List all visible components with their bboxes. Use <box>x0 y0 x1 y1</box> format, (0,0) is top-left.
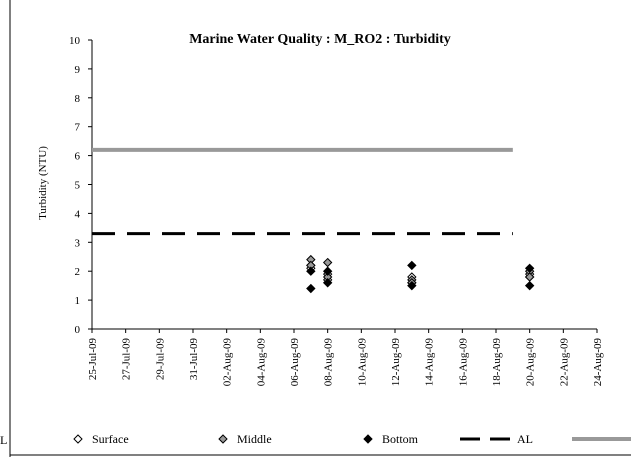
chart-title: Marine Water Quality : M_RO2 : Turbidity <box>189 32 451 47</box>
reference-lines <box>92 147 513 236</box>
legend: L Surface Middle Bottom AL <box>0 432 631 447</box>
y-tick-label: 4 <box>75 208 81 220</box>
y-tick-label: 10 <box>69 35 81 47</box>
data-point-middle <box>322 257 333 268</box>
legend-marker-surface <box>73 434 83 444</box>
y-tick-label: 7 <box>75 122 81 134</box>
legend-label-al: AL <box>517 432 533 446</box>
y-axis: 0 1 2 3 4 5 6 7 8 9 10 <box>69 35 93 336</box>
data-point-bottom <box>407 260 417 271</box>
x-tick-label: 20-Aug-09 <box>525 338 537 387</box>
y-tick-label: 3 <box>75 237 81 249</box>
x-tick-label: 18-Aug-09 <box>491 338 503 387</box>
x-tick-label: 12-Aug-09 <box>390 338 402 387</box>
legend-marker-middle <box>218 434 228 444</box>
y-axis-label: Turbidity (NTU) <box>37 146 49 220</box>
x-tick-label: 24-Aug-09 <box>592 338 604 387</box>
data-point-bottom <box>306 266 316 276</box>
data-point-bottom <box>524 280 535 291</box>
x-tick-label: 04-Aug-09 <box>255 338 267 387</box>
y-tick-label: 0 <box>75 324 81 336</box>
x-tick-label: 29-Jul-09 <box>154 338 166 381</box>
y-tick-label: 9 <box>75 64 81 76</box>
legend-label-middle: Middle <box>237 432 272 446</box>
x-tick-label: 02-Aug-09 <box>222 338 234 387</box>
y-tick-label: 1 <box>75 295 81 307</box>
x-tick-label: 22-Aug-09 <box>558 338 570 387</box>
x-tick-label: 10-Aug-09 <box>356 338 368 387</box>
left-edge-fragment: L <box>0 433 7 447</box>
data-point-bottom <box>407 280 417 291</box>
legend-label-surface: Surface <box>92 432 129 446</box>
data-points <box>306 254 535 294</box>
x-tick-label: 27-Jul-09 <box>121 338 133 381</box>
y-tick-label: 2 <box>75 266 81 278</box>
data-point-bottom <box>306 283 316 294</box>
y-tick-label: 8 <box>75 93 81 105</box>
x-tick-label: 25-Jul-09 <box>87 338 99 381</box>
data-point-bottom <box>322 266 333 276</box>
x-tick-label: 08-Aug-09 <box>323 338 335 387</box>
y-tick-label: 6 <box>75 151 81 163</box>
legend-label-bottom: Bottom <box>382 432 419 446</box>
data-point-bottom <box>322 278 333 288</box>
legend-marker-bottom <box>363 434 373 444</box>
y-tick-label: 5 <box>75 180 81 192</box>
x-tick-label: 16-Aug-09 <box>457 338 469 387</box>
data-point-bottom <box>524 263 535 274</box>
x-axis: 25-Jul-09 27-Jul-09 29-Jul-09 31-Jul-09 02-A… <box>87 328 604 387</box>
x-tick-label: 31-Jul-09 <box>188 338 200 381</box>
x-tick-label: 06-Aug-09 <box>289 338 301 387</box>
x-tick-label: 14-Aug-09 <box>424 338 436 387</box>
